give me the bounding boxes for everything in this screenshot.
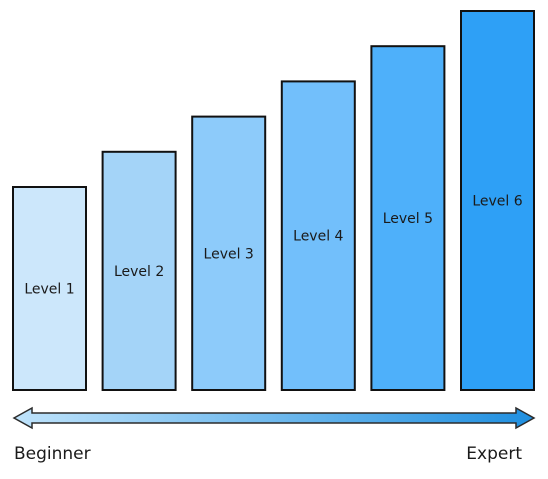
level-bar-6: [460, 10, 535, 391]
level-label-1: Level 1: [24, 282, 74, 298]
level-bar-5: [370, 45, 446, 391]
level-label-3: Level 3: [204, 246, 254, 262]
level-bars: Level 1 Level 2 Level 3 Level 4 Level 5 Level…: [12, 10, 535, 392]
level-label-5: Level 5: [383, 211, 433, 227]
level-label-6: Level 6: [472, 194, 522, 210]
level-bar-4: [280, 80, 356, 392]
level-bar-3: [191, 115, 267, 391]
level-bar-2: [101, 150, 177, 391]
scale-start-label: Beginner: [14, 444, 91, 464]
scale-end-label: Expert: [466, 444, 522, 464]
level-label-4: Level 4: [293, 229, 343, 245]
level-label-2: Level 2: [114, 264, 164, 280]
level-bar-1: [12, 186, 87, 391]
double-headed-arrow-icon: [12, 406, 536, 430]
